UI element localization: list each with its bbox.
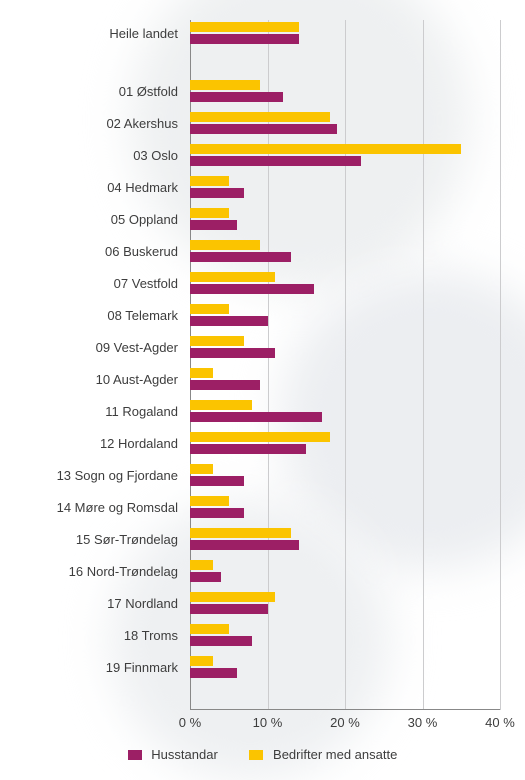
- legend-item-husstandar: Husstandar: [128, 746, 218, 762]
- legend-swatch: [128, 750, 142, 760]
- bar-bedrifter: [190, 112, 330, 122]
- category-label: 19 Finnmark: [0, 660, 184, 675]
- bar-husstandar: [190, 668, 237, 678]
- bar-husstandar: [190, 572, 221, 582]
- bar-husstandar: [190, 92, 283, 102]
- bar-bedrifter: [190, 80, 260, 90]
- bar-husstandar: [190, 380, 260, 390]
- x-tick-label: 20 %: [330, 715, 360, 730]
- chart-row: 03 Oslo: [0, 142, 525, 168]
- chart-row: 09 Vest-Agder: [0, 334, 525, 360]
- category-label: 12 Hordaland: [0, 436, 184, 451]
- bar-husstandar: [190, 636, 252, 646]
- bar-bedrifter: [190, 624, 229, 634]
- bar-husstandar: [190, 316, 268, 326]
- category-label: 06 Buskerud: [0, 244, 184, 259]
- bar-husstandar: [190, 540, 299, 550]
- bar-bedrifter: [190, 528, 291, 538]
- chart-row: 04 Hedmark: [0, 174, 525, 200]
- chart-row: 06 Buskerud: [0, 238, 525, 264]
- bar-husstandar: [190, 476, 244, 486]
- bar-bedrifter: [190, 432, 330, 442]
- chart-row: 08 Telemark: [0, 302, 525, 328]
- bar-bedrifter: [190, 240, 260, 250]
- bar-bedrifter: [190, 400, 252, 410]
- chart-row: 11 Rogaland: [0, 398, 525, 424]
- category-label: 17 Nordland: [0, 596, 184, 611]
- bar-bedrifter: [190, 560, 213, 570]
- bar-husstandar: [190, 188, 244, 198]
- category-label: Heile landet: [0, 26, 184, 41]
- bar-bedrifter: [190, 464, 213, 474]
- chart-row: 12 Hordaland: [0, 430, 525, 456]
- chart-row: 16 Nord-Trøndelag: [0, 558, 525, 584]
- bar-husstandar: [190, 412, 322, 422]
- category-label: 14 Møre og Romsdal: [0, 500, 184, 515]
- category-label: 10 Aust-Agder: [0, 372, 184, 387]
- chart-row: 17 Nordland: [0, 590, 525, 616]
- bar-husstandar: [190, 34, 299, 44]
- chart-row: 07 Vestfold: [0, 270, 525, 296]
- legend: Husstandar Bedrifter med ansatte: [0, 746, 525, 762]
- category-label: 18 Troms: [0, 628, 184, 643]
- category-label: 08 Telemark: [0, 308, 184, 323]
- bar-husstandar: [190, 156, 361, 166]
- bar-bedrifter: [190, 496, 229, 506]
- chart-row: 10 Aust-Agder: [0, 366, 525, 392]
- legend-label: Bedrifter med ansatte: [273, 747, 397, 762]
- bar-husstandar: [190, 348, 275, 358]
- bar-bedrifter: [190, 272, 275, 282]
- category-label: 15 Sør-Trøndelag: [0, 532, 184, 547]
- legend-label: Husstandar: [151, 747, 217, 762]
- category-label: 03 Oslo: [0, 148, 184, 163]
- bar-bedrifter: [190, 208, 229, 218]
- chart-row: 18 Troms: [0, 622, 525, 648]
- legend-swatch: [249, 750, 263, 760]
- bar-husstandar: [190, 252, 291, 262]
- bar-bedrifter: [190, 144, 461, 154]
- bar-bedrifter: [190, 592, 275, 602]
- legend-item-bedrifter: Bedrifter med ansatte: [249, 746, 397, 762]
- category-label: 04 Hedmark: [0, 180, 184, 195]
- bar-bedrifter: [190, 336, 244, 346]
- x-tick-label: 40 %: [485, 715, 515, 730]
- category-label: 13 Sogn og Fjordane: [0, 468, 184, 483]
- category-label: 02 Akershus: [0, 116, 184, 131]
- bar-bedrifter: [190, 176, 229, 186]
- chart-row: 19 Finnmark: [0, 654, 525, 680]
- chart-row: 15 Sør-Trøndelag: [0, 526, 525, 552]
- grouped-hbar-chart: Heile landet 01 Østfold 02 Akershus 03 Oslo…: [0, 0, 525, 774]
- category-label: 05 Oppland: [0, 212, 184, 227]
- bar-husstandar: [190, 124, 337, 134]
- chart-row: 13 Sogn og Fjordane: [0, 462, 525, 488]
- x-tick-label: 10 %: [253, 715, 283, 730]
- bar-bedrifter: [190, 304, 229, 314]
- bar-bedrifter: [190, 656, 213, 666]
- chart-row: Heile landet: [0, 20, 525, 46]
- chart-row: 01 Østfold: [0, 78, 525, 104]
- bar-husstandar: [190, 604, 268, 614]
- chart-row: 05 Oppland: [0, 206, 525, 232]
- x-tick-label: 30 %: [408, 715, 438, 730]
- bar-bedrifter: [190, 368, 213, 378]
- category-label: 16 Nord-Trøndelag: [0, 564, 184, 579]
- bar-bedrifter: [190, 22, 299, 32]
- bar-husstandar: [190, 508, 244, 518]
- chart-row: 14 Møre og Romsdal: [0, 494, 525, 520]
- bar-husstandar: [190, 220, 237, 230]
- chart-row: 02 Akershus: [0, 110, 525, 136]
- x-axis-line: [190, 709, 500, 710]
- x-tick-label: 0 %: [179, 715, 201, 730]
- bar-husstandar: [190, 444, 306, 454]
- category-label: 11 Rogaland: [0, 404, 184, 419]
- category-label: 01 Østfold: [0, 84, 184, 99]
- bar-husstandar: [190, 284, 314, 294]
- category-label: 09 Vest-Agder: [0, 340, 184, 355]
- category-label: 07 Vestfold: [0, 276, 184, 291]
